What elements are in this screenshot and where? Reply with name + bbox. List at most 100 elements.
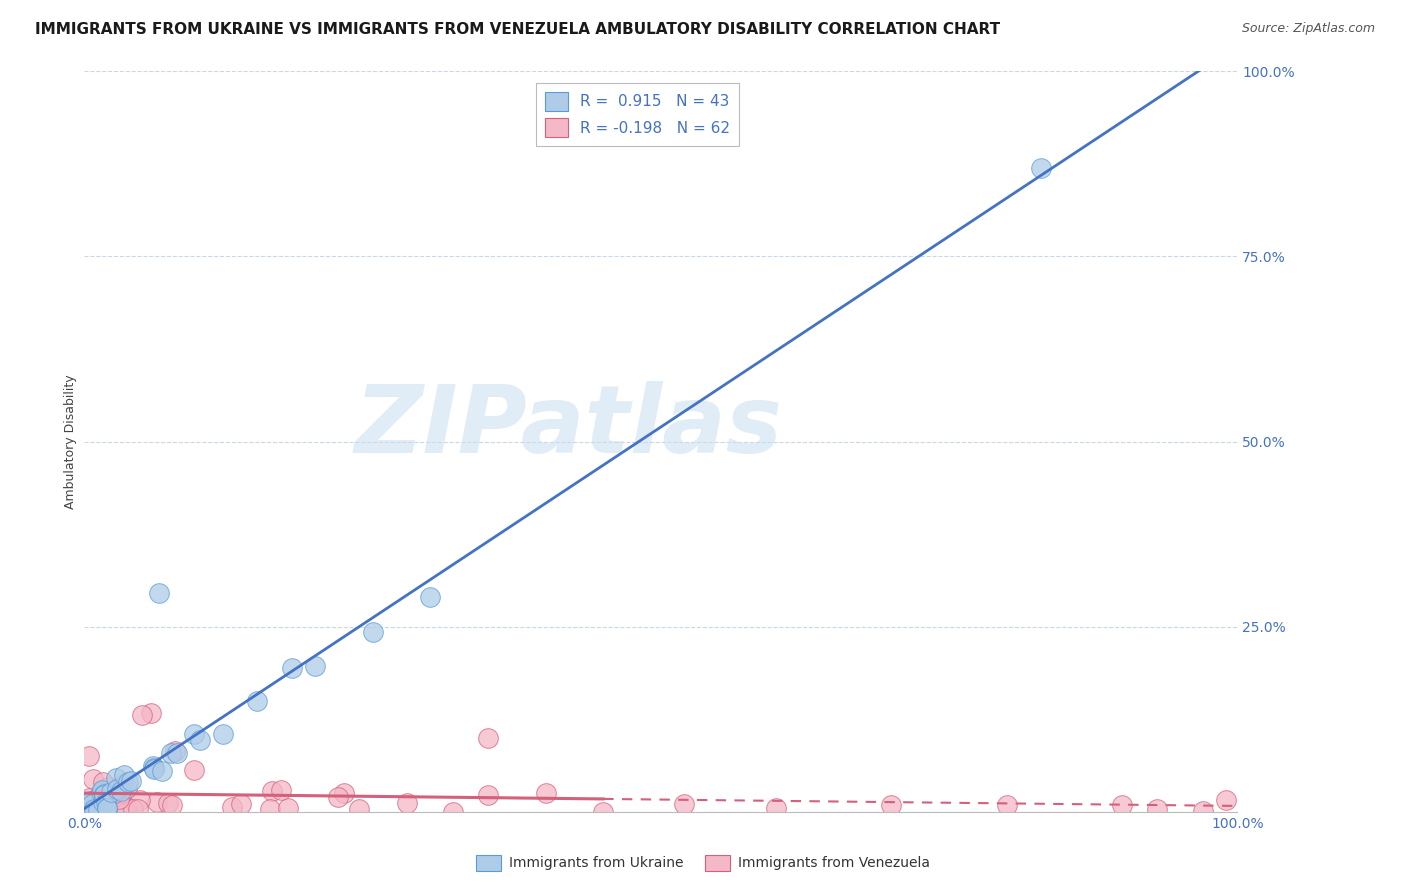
- Point: [93, 786, 115, 800]
- Point: [131, 708, 153, 723]
- Point: [183, 763, 205, 777]
- Point: [166, 746, 188, 760]
- Point: [221, 800, 243, 814]
- Point: [229, 797, 252, 811]
- Point: [160, 797, 183, 812]
- Point: [84, 791, 107, 805]
- Point: [94, 803, 117, 817]
- Point: [142, 762, 165, 776]
- Point: [127, 802, 149, 816]
- Point: [84, 804, 107, 818]
- Point: [150, 764, 173, 778]
- Legend: R =  0.915   N = 43, R = -0.198   N = 62: R = 0.915 N = 43, R = -0.198 N = 62: [536, 83, 740, 146]
- Point: [93, 787, 115, 801]
- Point: [117, 775, 139, 789]
- Legend: Immigrants from Ukraine, Immigrants from Venezuela: Immigrants from Ukraine, Immigrants from…: [471, 849, 935, 876]
- Point: [100, 785, 122, 799]
- Point: [145, 795, 167, 809]
- Point: [91, 774, 114, 789]
- Point: [128, 793, 150, 807]
- Point: [592, 805, 614, 819]
- Point: [80, 804, 103, 818]
- Point: [96, 780, 118, 795]
- Text: Source: ZipAtlas.com: Source: ZipAtlas.com: [1241, 22, 1375, 36]
- Point: [83, 802, 105, 816]
- Point: [139, 706, 162, 720]
- Point: [1215, 793, 1237, 807]
- Point: [77, 795, 100, 809]
- Point: [304, 659, 326, 673]
- Point: [96, 800, 118, 814]
- Point: [1146, 802, 1168, 816]
- Point: [120, 774, 142, 789]
- Point: [159, 746, 181, 760]
- Point: [477, 788, 499, 802]
- Point: [87, 803, 110, 817]
- Point: [108, 792, 131, 806]
- Point: [183, 727, 205, 741]
- Point: [672, 797, 695, 811]
- Point: [326, 790, 349, 805]
- Point: [77, 795, 100, 809]
- Point: [79, 798, 101, 813]
- Point: [441, 805, 464, 819]
- Point: [361, 624, 384, 639]
- Point: [100, 793, 122, 807]
- Point: [76, 797, 98, 811]
- Text: IMMIGRANTS FROM UKRAINE VS IMMIGRANTS FROM VENEZUELA AMBULATORY DISABILITY CORRE: IMMIGRANTS FROM UKRAINE VS IMMIGRANTS FR…: [35, 22, 1000, 37]
- Point: [90, 785, 112, 799]
- Point: [765, 801, 787, 815]
- Point: [156, 796, 179, 810]
- Point: [122, 802, 145, 816]
- Point: [347, 802, 370, 816]
- Point: [105, 789, 128, 803]
- Point: [105, 771, 128, 785]
- Point: [83, 798, 105, 813]
- Point: [1111, 797, 1133, 812]
- Point: [82, 804, 104, 818]
- Point: [105, 782, 128, 797]
- Point: [80, 797, 103, 811]
- Point: [96, 795, 118, 809]
- Point: [115, 804, 138, 818]
- Point: [77, 791, 100, 805]
- Point: [96, 800, 118, 814]
- Point: [75, 794, 97, 808]
- Point: [90, 783, 112, 797]
- Point: [110, 784, 132, 798]
- Point: [82, 772, 104, 787]
- Y-axis label: Ambulatory Disability: Ambulatory Disability: [65, 375, 77, 508]
- Point: [115, 800, 138, 814]
- Point: [333, 786, 356, 800]
- Point: [281, 661, 304, 675]
- Point: [94, 796, 117, 810]
- Point: [75, 804, 97, 818]
- Point: [112, 768, 135, 782]
- Point: [75, 804, 97, 818]
- Point: [419, 590, 441, 604]
- Point: [142, 761, 165, 775]
- Point: [93, 789, 115, 803]
- Point: [270, 783, 292, 797]
- Point: [260, 783, 283, 797]
- Point: [534, 786, 557, 800]
- Point: [1031, 161, 1053, 175]
- Point: [77, 804, 100, 818]
- Point: [75, 804, 97, 818]
- Point: [1191, 804, 1213, 818]
- Point: [246, 694, 269, 708]
- Point: [880, 797, 903, 812]
- Point: [148, 586, 170, 600]
- Point: [83, 795, 105, 809]
- Point: [112, 778, 135, 792]
- Point: [80, 794, 103, 808]
- Point: [91, 795, 114, 809]
- Point: [76, 804, 98, 818]
- Point: [188, 732, 211, 747]
- Point: [277, 801, 299, 815]
- Point: [477, 731, 499, 745]
- Point: [101, 788, 124, 802]
- Point: [259, 802, 281, 816]
- Text: ZIPatlas: ZIPatlas: [354, 381, 783, 473]
- Point: [115, 781, 138, 796]
